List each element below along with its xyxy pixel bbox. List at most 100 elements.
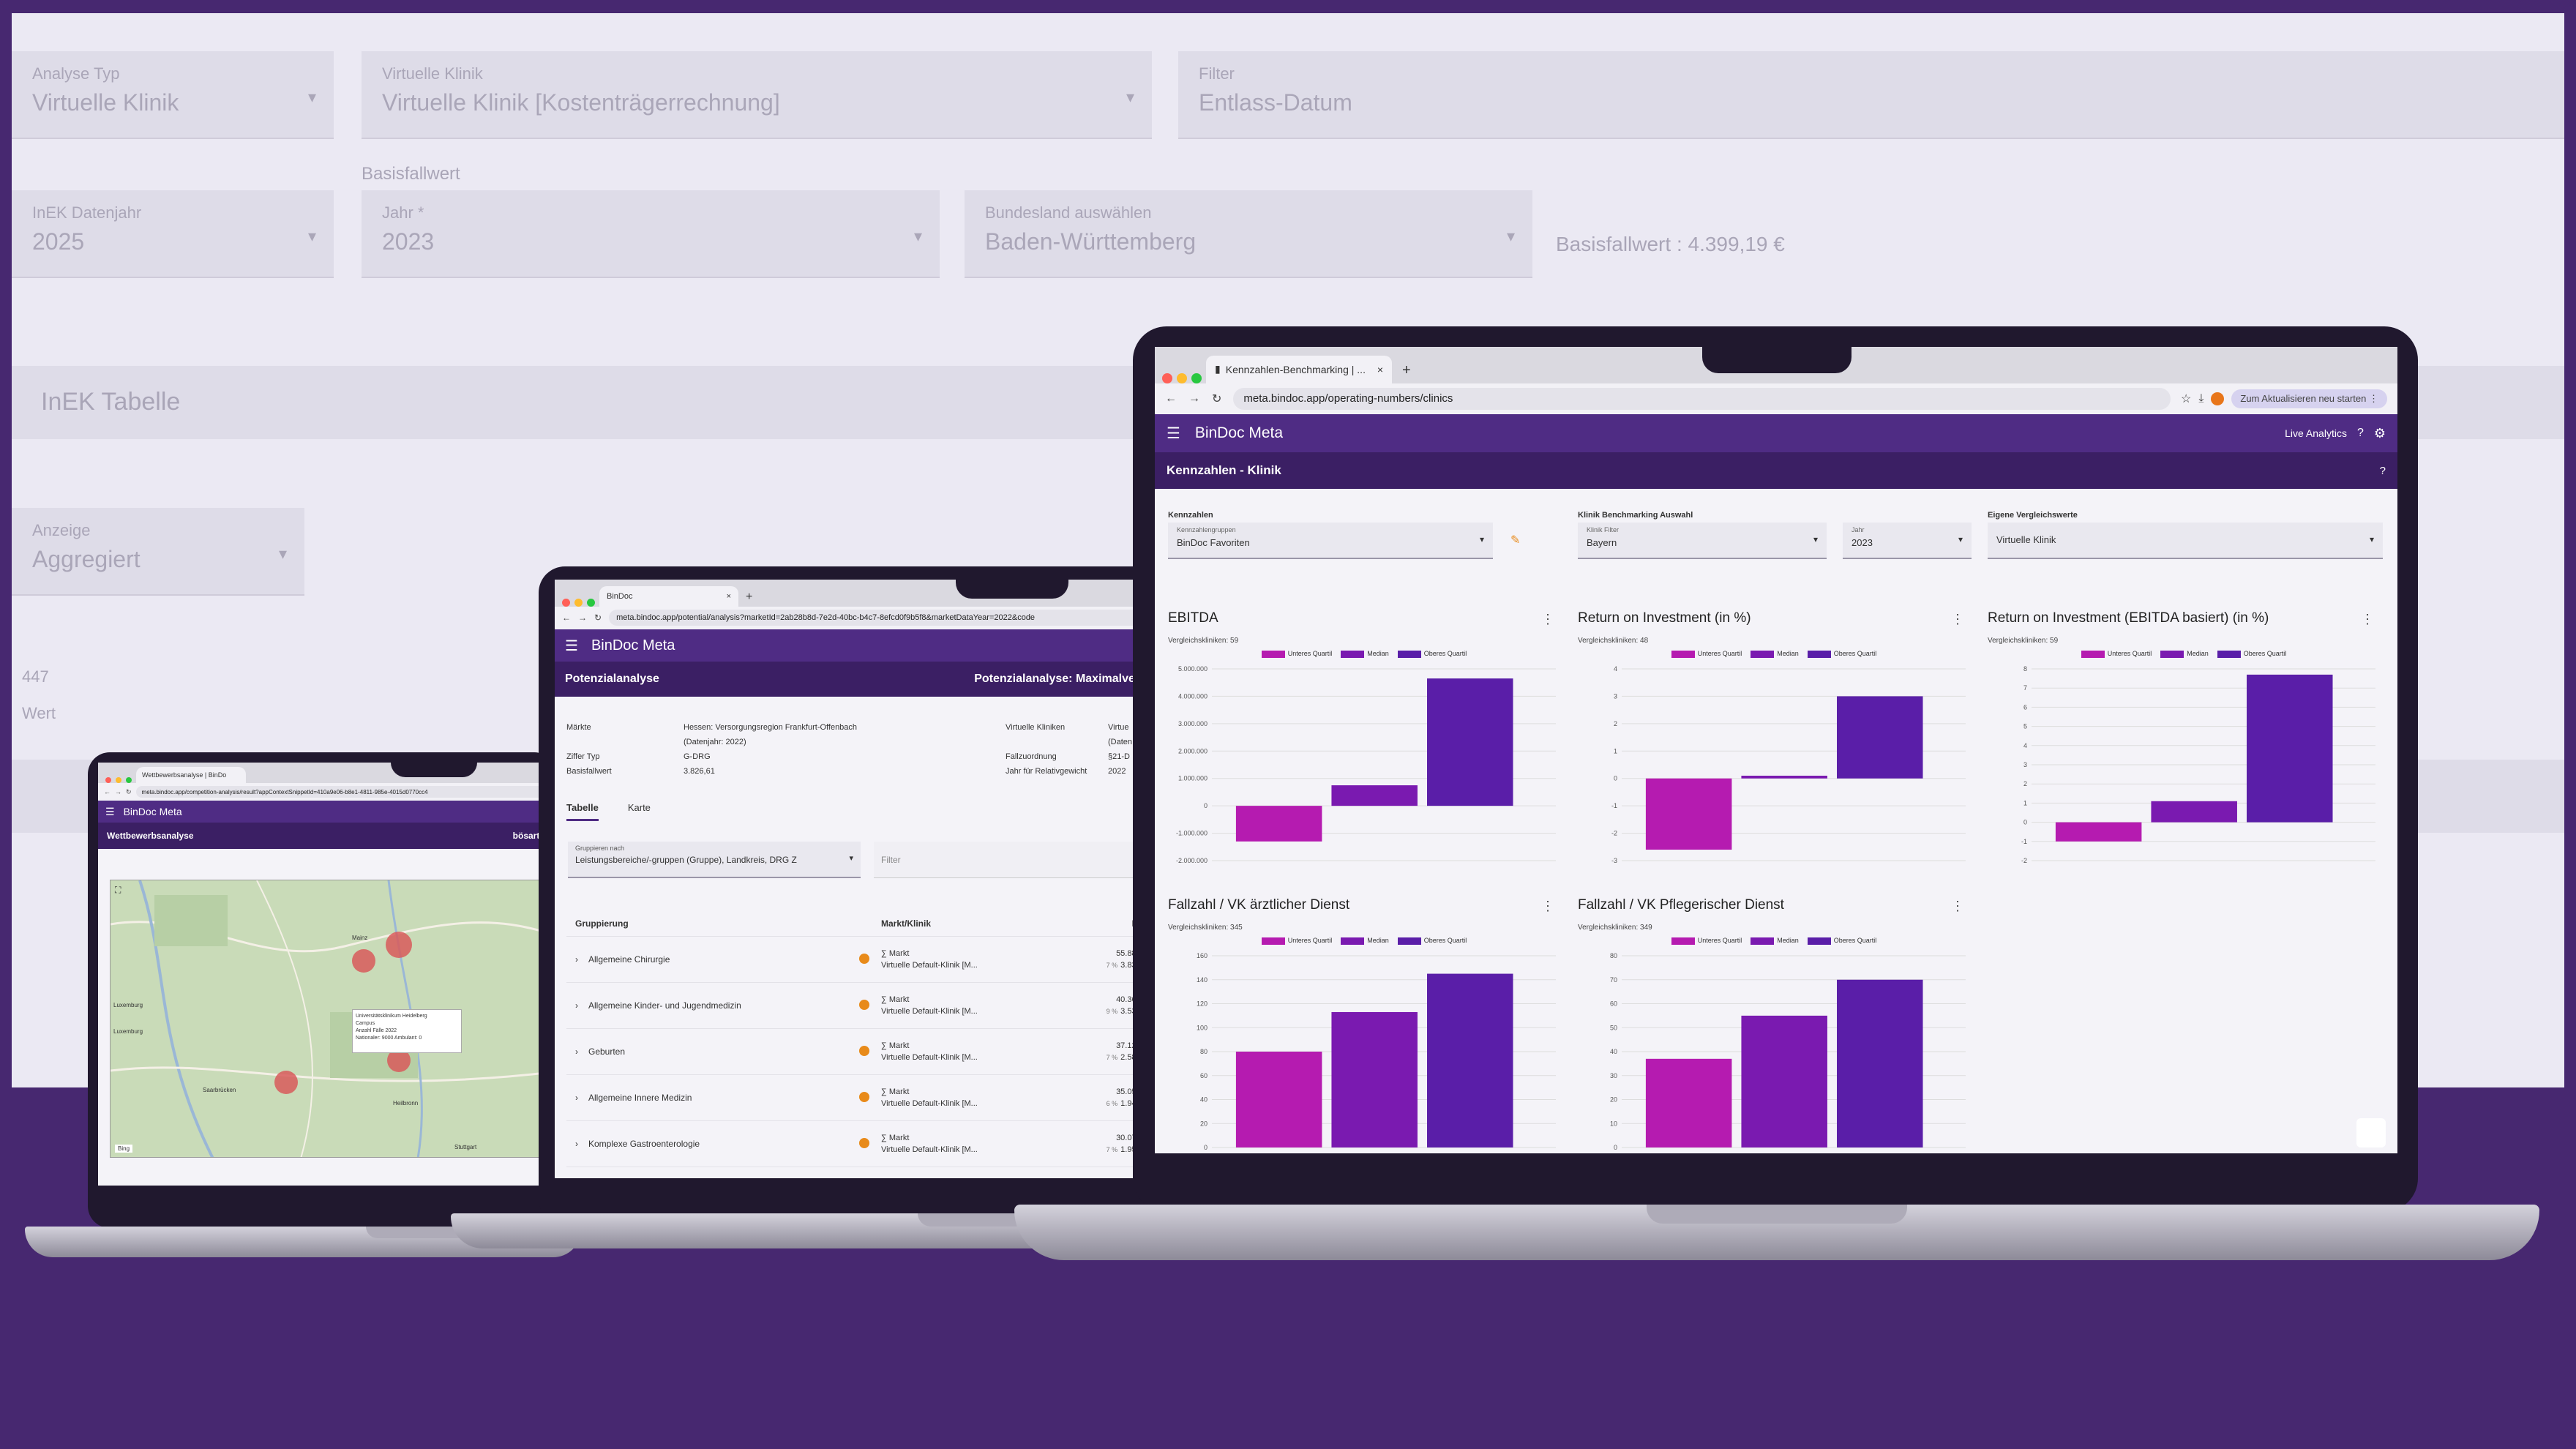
bar-oberes-quartil[interactable] <box>1837 979 1923 1147</box>
jahr-select[interactable]: Jahr * 2023 ▾ <box>362 190 940 278</box>
profile-avatar[interactable] <box>2211 392 2225 405</box>
table-row[interactable]: › Geburten ∑ Markt Virtuelle Default-Klin… <box>566 1029 1155 1075</box>
forward-icon[interactable]: → <box>115 788 121 796</box>
forward-icon[interactable]: → <box>578 613 587 624</box>
expand-icon[interactable]: › <box>575 1093 578 1103</box>
minimize-window-icon[interactable] <box>1177 372 1187 383</box>
map-marker[interactable] <box>274 1071 298 1094</box>
chart-card: Fallzahl / VK Pflegerischer Dienst ⋮ Vergl… <box>1576 897 1972 1153</box>
expand-icon[interactable]: › <box>575 1046 578 1057</box>
bar-oberes-quartil[interactable] <box>1427 678 1513 806</box>
table-row[interactable]: › Allgemeine Chirurgie ∑ Markt Virtuelle … <box>566 937 1155 983</box>
klinik-filter-select[interactable]: Klinik Filter Bayern ▾ <box>1578 523 1827 559</box>
more-options-icon[interactable]: ⋮ <box>1541 899 1554 913</box>
minimize-window-icon[interactable] <box>574 598 583 607</box>
address-bar[interactable]: meta.bindoc.app/potential/analysis?marke… <box>609 610 1161 626</box>
tab-karte[interactable]: Karte <box>627 802 651 813</box>
forward-icon[interactable]: → <box>1188 392 1200 405</box>
new-tab-icon[interactable]: + <box>746 590 753 603</box>
app-header: ☰ BinDoc Meta <box>555 629 1168 662</box>
close-window-icon[interactable] <box>105 777 111 784</box>
map-marker[interactable] <box>386 932 412 958</box>
bar-median[interactable] <box>1331 785 1418 806</box>
back-icon[interactable]: ← <box>1165 392 1177 405</box>
edit-icon[interactable]: ✎ <box>1510 534 1521 547</box>
legend-swatch <box>2217 650 2241 658</box>
bar-oberes-quartil[interactable] <box>1427 973 1513 1147</box>
expand-icon[interactable]: › <box>575 1000 578 1011</box>
close-tab-icon[interactable]: × <box>726 591 731 601</box>
bar-median[interactable] <box>1331 1011 1418 1147</box>
live-analytics-link[interactable]: Live Analytics <box>2285 427 2347 439</box>
bar-unteres-quartil[interactable] <box>1645 778 1732 850</box>
bar-median[interactable] <box>2151 801 2237 823</box>
table-row[interactable]: › Komplexe Gastroenterologie ∑ Markt Virt… <box>566 1121 1155 1167</box>
map-marker[interactable] <box>352 949 375 973</box>
jahr-select[interactable]: Jahr 2023 ▾ <box>1843 523 1972 559</box>
more-options-icon[interactable]: ⋮ <box>2361 612 2374 626</box>
legend-item: Unteres Quartil <box>1671 937 1742 945</box>
gear-icon[interactable]: ⚙ <box>2373 425 2386 441</box>
maximize-window-icon[interactable] <box>587 598 595 607</box>
chart-subtitle: Vergleichskliniken: 48 <box>1578 637 1649 645</box>
close-window-icon[interactable] <box>562 598 570 607</box>
analyse-typ-select[interactable]: Analyse Typ Virtuelle Klinik ▾ <box>12 51 334 139</box>
reload-icon[interactable]: ↻ <box>126 787 132 795</box>
close-window-icon[interactable] <box>1162 372 1172 383</box>
new-tab-icon[interactable]: + <box>1402 362 1411 378</box>
field-label: Kennzahlengruppen <box>1177 526 1236 533</box>
bar-unteres-quartil[interactable] <box>1235 1052 1322 1147</box>
map-marker[interactable] <box>387 1049 411 1072</box>
address-bar[interactable]: meta.bindoc.app/competition-analysis/res… <box>135 786 550 798</box>
competition-map[interactable]: ⛶ Mainz Luxemburg Luxemburg Saarbrücken … <box>110 880 556 1158</box>
minimize-window-icon[interactable] <box>116 777 121 784</box>
menu-icon[interactable]: ☰ <box>1167 424 1180 442</box>
star-icon[interactable]: ☆ <box>2180 392 2192 405</box>
virtuelle-klinik-select[interactable]: Virtuelle Klinik Virtuelle Klinik [Koste… <box>362 51 1152 139</box>
bar-median[interactable] <box>1741 775 1827 779</box>
inek-select[interactable]: InEK Datenjahr 2025 ▾ <box>12 190 334 278</box>
maximize-window-icon[interactable] <box>1191 372 1202 383</box>
bar-oberes-quartil[interactable] <box>2247 674 2333 823</box>
close-tab-icon[interactable]: × <box>1377 363 1383 375</box>
menu-icon[interactable]: ☰ <box>105 805 115 817</box>
expand-icon[interactable]: › <box>575 1139 578 1149</box>
anzeige-select[interactable]: Anzeige Aggregiert ▾ <box>12 508 304 596</box>
table-row[interactable]: › Allgemeine Kinder- und Jugendmedizin ∑… <box>566 983 1155 1029</box>
more-options-icon[interactable]: ⋮ <box>1541 612 1554 626</box>
back-icon[interactable]: ← <box>104 788 111 796</box>
fab-button[interactable] <box>2356 1118 2386 1147</box>
back-icon[interactable]: ← <box>562 613 571 624</box>
bar-unteres-quartil[interactable] <box>1235 806 1322 842</box>
reload-icon[interactable]: ↻ <box>1212 392 1222 405</box>
more-options-icon[interactable]: ⋮ <box>1951 612 1964 626</box>
browser-tab[interactable]: BinDoc × <box>599 585 738 607</box>
tooltip-line: Nationaler: 9000 Ambulant: 0 <box>356 1036 422 1041</box>
address-bar[interactable]: meta.bindoc.app/operating-numbers/clinic… <box>1233 387 2171 410</box>
table-row[interactable]: › Allgemeine Innere Medizin ∑ Markt Virtu… <box>566 1075 1155 1121</box>
group-by-select[interactable]: Gruppieren nach Leistungsbereiche/-grupp… <box>568 842 861 878</box>
kennzahlengruppen-select[interactable]: Kennzahlengruppen BinDoc Favoriten ▾ <box>1168 523 1493 559</box>
restart-button[interactable]: Zum Aktualisieren neu starten ⋮ <box>2231 389 2387 408</box>
more-options-icon[interactable]: ⋮ <box>1951 899 1964 913</box>
browser-tab[interactable]: Wettbewerbsanalyse | BinDo <box>136 767 246 784</box>
bundesland-select[interactable]: Bundesland auswählen Baden-Württemberg ▾ <box>965 190 1532 278</box>
bar-median[interactable] <box>1741 1015 1827 1147</box>
bar-unteres-quartil[interactable] <box>1645 1058 1732 1147</box>
help-icon[interactable]: ? <box>2379 464 2386 477</box>
eigene-vergleichswerte-select[interactable]: Virtuelle Klinik ▾ <box>1988 523 2383 559</box>
filter-input[interactable]: Filter <box>874 842 1167 878</box>
reload-icon[interactable]: ↻ <box>594 613 602 624</box>
help-icon[interactable]: ? <box>2356 427 2364 439</box>
expand-icon[interactable]: › <box>575 954 578 965</box>
tab-tabelle[interactable]: Tabelle <box>566 802 599 821</box>
menu-icon[interactable]: ☰ <box>565 637 578 654</box>
fullscreen-icon[interactable]: ⛶ <box>115 885 121 895</box>
chart-legend: Unteres Quartil Median Oberes Quartil <box>1576 937 1972 945</box>
filter-select[interactable]: Filter Entlass-Datum <box>1178 51 2564 139</box>
bar-unteres-quartil[interactable] <box>2055 822 2142 842</box>
browser-tab[interactable]: ▮ Kennzahlen-Benchmarking | ... × <box>1206 355 1392 383</box>
maximize-window-icon[interactable] <box>126 777 132 784</box>
download-icon[interactable]: ⤓ <box>2198 392 2204 405</box>
bar-oberes-quartil[interactable] <box>1837 696 1923 779</box>
